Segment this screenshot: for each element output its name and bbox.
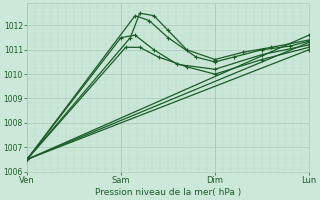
- X-axis label: Pression niveau de la mer( hPa ): Pression niveau de la mer( hPa ): [95, 188, 241, 197]
